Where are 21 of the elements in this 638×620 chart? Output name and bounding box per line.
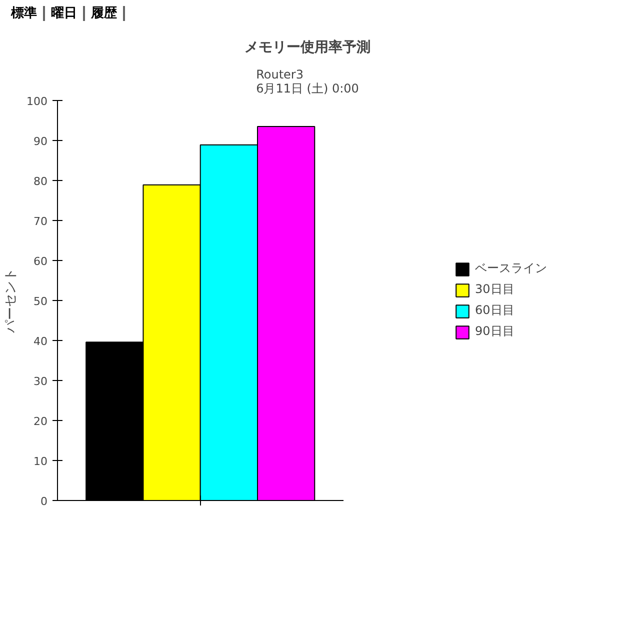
- legend-label: 90日目: [475, 323, 514, 340]
- y-tick-label: 90: [34, 135, 48, 148]
- y-tick-label: 0: [40, 495, 48, 508]
- y-tick-label: 50: [34, 295, 48, 308]
- text: 曜日: [45, 6, 85, 21]
- text: 標準: [5, 6, 45, 21]
- y-tick-label: 40: [34, 335, 48, 348]
- legend-label: 60日目: [475, 302, 514, 319]
- text: 履歴: [85, 6, 125, 21]
- y-tick-label: 60: [34, 255, 48, 268]
- y-tick-label: 100: [26, 95, 48, 108]
- y-axis-title: パーセント: [4, 268, 19, 334]
- y-tick-label: 80: [34, 175, 48, 188]
- y-tick-label: 20: [34, 415, 48, 428]
- chart-title: メモリー使用率予測: [244, 38, 370, 56]
- y-tick-label: 10: [34, 455, 48, 468]
- y-tick-label: 70: [34, 215, 48, 228]
- y-tick-label: 30: [34, 375, 48, 388]
- chart-subtitle: Router3 6月11日 (土) 0:00: [256, 68, 359, 96]
- legend-label: ベースライン: [475, 260, 547, 277]
- legend-label: 30日目: [475, 281, 514, 298]
